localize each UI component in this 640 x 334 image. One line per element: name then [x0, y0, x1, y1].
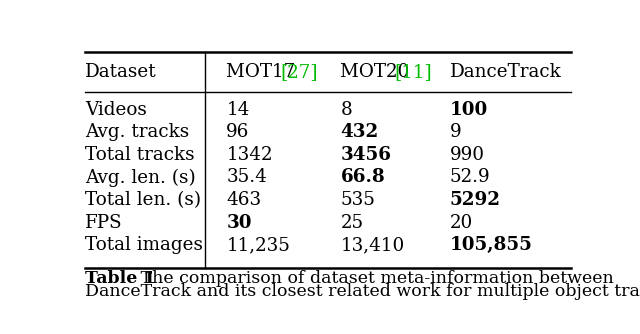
Text: DanceTrack and its closest related work for multiple object tracking.: DanceTrack and its closest related work … — [85, 283, 640, 300]
Text: 11,235: 11,235 — [227, 236, 290, 254]
Text: 8: 8 — [340, 101, 352, 119]
Text: 100: 100 — [449, 101, 488, 119]
Text: 96: 96 — [227, 123, 250, 141]
Text: [11]: [11] — [394, 63, 432, 81]
Text: Avg. len. (s): Avg. len. (s) — [85, 168, 196, 187]
Text: 463: 463 — [227, 191, 262, 209]
Text: 990: 990 — [449, 146, 484, 164]
Text: 25: 25 — [340, 214, 364, 232]
Text: Table 1: Table 1 — [85, 270, 156, 287]
Text: 432: 432 — [340, 123, 379, 141]
Text: 1342: 1342 — [227, 146, 273, 164]
Text: – The comparison of dataset meta-information between: – The comparison of dataset meta-informa… — [121, 270, 613, 287]
Text: Total len. (s): Total len. (s) — [85, 191, 201, 209]
Text: Total tracks: Total tracks — [85, 146, 195, 164]
Text: 14: 14 — [227, 101, 250, 119]
Text: 30: 30 — [227, 214, 252, 232]
Text: MOT20: MOT20 — [340, 63, 415, 81]
Text: 66.8: 66.8 — [340, 168, 385, 186]
Text: DanceTrack: DanceTrack — [449, 63, 561, 81]
Text: 13,410: 13,410 — [340, 236, 404, 254]
Text: 535: 535 — [340, 191, 375, 209]
Text: Dataset: Dataset — [85, 63, 157, 81]
Text: MOT17: MOT17 — [227, 63, 301, 81]
Text: Videos: Videos — [85, 101, 147, 119]
Text: 52.9: 52.9 — [449, 168, 490, 186]
Text: 3456: 3456 — [340, 146, 392, 164]
Text: 105,855: 105,855 — [449, 236, 532, 254]
Text: 9: 9 — [449, 123, 461, 141]
Text: 5292: 5292 — [449, 191, 500, 209]
Text: [27]: [27] — [280, 63, 317, 81]
Text: Avg. tracks: Avg. tracks — [85, 123, 189, 141]
Text: 35.4: 35.4 — [227, 168, 267, 186]
Text: Total images: Total images — [85, 236, 203, 254]
Text: 20: 20 — [449, 214, 473, 232]
Text: FPS: FPS — [85, 214, 123, 232]
